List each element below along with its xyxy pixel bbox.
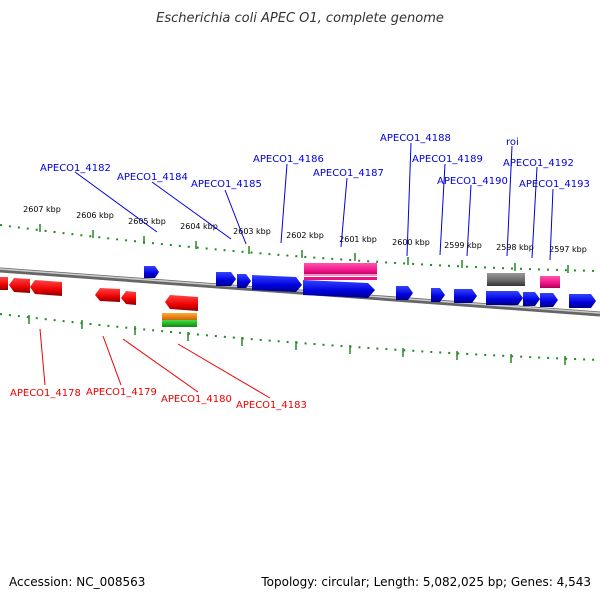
kbp-label: 2602 kbp (286, 231, 324, 240)
gene-label[interactable]: roi (506, 137, 519, 148)
kbp-label: 2603 kbp (233, 227, 271, 236)
forward-gene[interactable] (569, 294, 596, 308)
genome-backbone-highlight (0, 268, 600, 314)
pink-feature-gap (304, 274, 377, 277)
kbp-label: 2606 kbp (76, 211, 114, 220)
gene-label[interactable]: APECO1_4178 (10, 388, 81, 399)
kbp-labels: 2607 kbp 2606 kbp 2605 kbp 2604 kbp 2603… (23, 205, 587, 254)
reverse-genes (0, 277, 198, 311)
kbp-label: 2600 kbp (392, 238, 430, 247)
kbp-label: 2605 kbp (128, 217, 166, 226)
reverse-gene[interactable] (9, 278, 30, 293)
forward-gene[interactable] (237, 274, 251, 288)
reverse-gene-labels: APECO1_4178 APECO1_4179 APECO1_4180 APEC… (10, 387, 307, 411)
reverse-leader-lines (39, 328, 271, 399)
accession-text: Accession: NC_008563 (9, 575, 145, 589)
forward-gene[interactable] (523, 292, 540, 306)
forward-gene[interactable] (540, 293, 558, 307)
green-feature-box[interactable] (162, 320, 197, 327)
gene-label[interactable]: APECO1_4193 (519, 179, 590, 190)
major-ticks (28, 224, 569, 365)
gene-label[interactable]: APECO1_4184 (117, 172, 188, 183)
kbp-label: 2607 kbp (23, 205, 61, 214)
reverse-gene[interactable] (95, 288, 120, 302)
forward-gene[interactable] (216, 272, 236, 286)
roi-box[interactable] (487, 273, 525, 286)
gene-label[interactable]: APECO1_4189 (412, 154, 483, 165)
gene-label[interactable]: APECO1_4185 (191, 179, 262, 190)
kbp-label: 2604 kbp (180, 222, 218, 231)
gene-label[interactable]: APECO1_4182 (40, 163, 111, 174)
gene-label[interactable]: APECO1_4192 (503, 158, 574, 169)
forward-gene[interactable] (396, 286, 413, 300)
forward-gene-labels: APECO1_4182 APECO1_4184 APECO1_4185 APEC… (40, 133, 590, 190)
forward-gene[interactable] (303, 280, 375, 298)
genome-backbone (0, 267, 600, 317)
pink-feature-strip[interactable] (304, 277, 377, 280)
map-title: Escherichia coli APEC O1, complete genom… (156, 11, 444, 26)
kbp-label: 2597 kbp (549, 245, 587, 254)
gene-label[interactable]: APECO1_4188 (380, 133, 451, 144)
pink-feature-box[interactable] (540, 276, 560, 288)
gene-label[interactable]: APECO1_4187 (313, 168, 384, 179)
forward-leader-lines (74, 142, 554, 261)
reverse-gene[interactable] (165, 295, 198, 311)
kbp-label: 2601 kbp (339, 235, 377, 244)
topology-text: Topology: circular; Length: 5,082,025 bp… (260, 575, 591, 589)
gene-label[interactable]: APECO1_4190 (437, 176, 508, 187)
forward-genes (144, 266, 596, 308)
gene-label[interactable]: APECO1_4180 (161, 394, 232, 405)
forward-gene[interactable] (144, 266, 159, 278)
kbp-label: 2598 kbp (496, 243, 534, 252)
orange-feature-box[interactable] (162, 313, 197, 320)
forward-gene[interactable] (252, 275, 302, 292)
kbp-label: 2599 kbp (444, 241, 482, 250)
reverse-gene[interactable] (30, 280, 62, 296)
reverse-gene[interactable] (121, 291, 136, 305)
gene-label[interactable]: APECO1_4179 (86, 387, 157, 398)
forward-gene[interactable] (431, 288, 445, 302)
gene-label[interactable]: APECO1_4186 (253, 154, 324, 165)
bottom-scale-line (0, 313, 600, 361)
forward-gene[interactable] (486, 291, 523, 305)
forward-gene[interactable] (454, 289, 477, 303)
reverse-gene[interactable] (0, 277, 8, 290)
gene-label[interactable]: APECO1_4183 (236, 400, 307, 411)
pink-feature-box[interactable] (304, 263, 377, 276)
